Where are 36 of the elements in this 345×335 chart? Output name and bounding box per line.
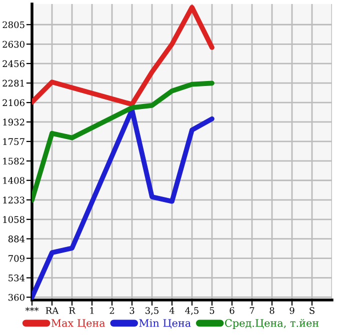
y-tick-label: 1408 [3,177,24,184]
y-tick-label: 2630 [2,40,24,48]
line-series [32,4,214,107]
x-tick-label: 7 [250,307,254,314]
x-tick-label: R [69,307,76,314]
y-tick-label: 1757 [3,138,24,146]
y-tick-label: 1233 [3,196,24,204]
y-tick-label: 884 [8,236,25,242]
y-tick-label: 1582 [3,158,24,165]
x-tick-label: 1 [90,307,94,314]
y-tick-label: 534 [8,274,25,282]
x-tick-label: S [310,307,314,314]
x-tick-label: 4 [169,307,174,314]
line-series [32,80,214,203]
y-tick-label: 360 [8,294,24,301]
x-tick-label: RA [46,307,59,314]
x-tick-label: 9 [290,307,294,314]
x-tick-label: 3,5 [146,307,158,316]
x-tick-label: 2 [110,307,114,314]
x-tick-label: *** [25,307,39,312]
y-tick-label: 709 [8,255,24,262]
legend-label: Min Цена [139,319,191,328]
legend-label: Max Цена [51,319,106,328]
x-tick-label: 3 [130,307,134,314]
x-tick-label: 5 [210,307,214,314]
y-tick-label: 2106 [2,99,24,106]
legend-label: Сред.Цена, т.йен [225,319,319,329]
x-tick-label: 8 [270,307,274,314]
x-tick-label: 6 [230,307,234,314]
y-tick-label: 1932 [3,118,24,126]
line-series [32,107,214,300]
y-tick-label: 2456 [2,60,24,68]
y-tick-label: 1058 [3,216,24,223]
y-tick-label: 2805 [2,21,24,28]
x-tick-label: 4,5 [185,307,198,316]
y-tick-label: 2281 [2,80,24,87]
